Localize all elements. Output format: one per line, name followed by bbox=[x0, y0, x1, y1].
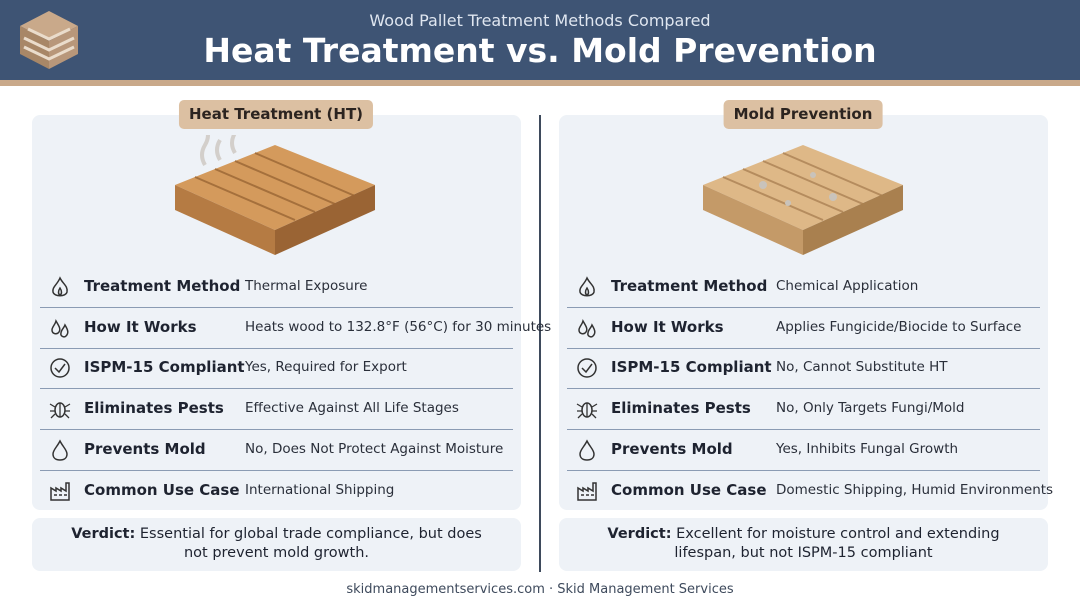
row-value: Yes, Inhibits Fungal Growth bbox=[776, 441, 959, 457]
row-icon bbox=[50, 358, 70, 378]
divider bbox=[539, 115, 541, 572]
row-label: Common Use Case bbox=[611, 481, 767, 499]
header-bar bbox=[0, 0, 1080, 80]
row-label: ISPM-15 Compliant bbox=[84, 358, 245, 376]
row-icon bbox=[579, 276, 595, 297]
row-icon bbox=[49, 402, 71, 419]
row-icon bbox=[51, 319, 69, 338]
pallet-image bbox=[703, 145, 903, 255]
verdict-text: Excellent for moisture control and exten… bbox=[674, 526, 1000, 561]
title: Heat Treatment vs. Mold Prevention bbox=[203, 31, 877, 70]
row-label: Common Use Case bbox=[84, 481, 240, 499]
column-label: Mold Prevention bbox=[723, 100, 883, 129]
verdict: Verdict: Essential for global trade comp… bbox=[32, 518, 521, 571]
row-separator bbox=[567, 348, 1040, 349]
verdict-label: Verdict: bbox=[71, 526, 136, 542]
row-label: Treatment Method bbox=[84, 277, 241, 295]
logo bbox=[20, 11, 78, 69]
row-value: Domestic Shipping, Humid Environments bbox=[776, 482, 1054, 498]
pallet-image bbox=[175, 135, 375, 255]
header-stripe bbox=[0, 80, 1080, 86]
subtitle: Wood Pallet Treatment Methods Compared bbox=[369, 11, 711, 30]
row-icon bbox=[52, 439, 68, 461]
row-value: Heats wood to 132.8°F (56°C) for 30 minu… bbox=[245, 319, 552, 335]
row-separator bbox=[40, 388, 513, 389]
column-label: Heat Treatment (HT) bbox=[178, 100, 374, 129]
row-value: No, Does Not Protect Against Moisture bbox=[245, 441, 504, 457]
row-separator bbox=[567, 307, 1040, 308]
row-value: Effective Against All Life Stages bbox=[245, 400, 459, 416]
row-label: How It Works bbox=[611, 318, 724, 336]
row-label: Prevents Mold bbox=[84, 440, 206, 458]
row-separator bbox=[40, 429, 513, 430]
row-label: Treatment Method bbox=[611, 277, 768, 295]
row-label: ISPM-15 Compliant bbox=[611, 358, 772, 376]
row-icon bbox=[577, 358, 597, 378]
row-icon bbox=[579, 439, 595, 461]
row-label: Prevents Mold bbox=[611, 440, 733, 458]
row-icon bbox=[52, 276, 68, 297]
row-value: Applies Fungicide/Biocide to Surface bbox=[776, 319, 1022, 335]
row-separator bbox=[567, 470, 1040, 471]
row-label: Eliminates Pests bbox=[611, 399, 751, 417]
footer: skidmanagementservices.com · Skid Manage… bbox=[346, 582, 734, 597]
row-icon bbox=[578, 319, 596, 338]
row-icon bbox=[50, 482, 70, 501]
row-separator bbox=[40, 348, 513, 349]
verdict-text: Essential for global trade compliance, b… bbox=[139, 526, 482, 561]
row-value: Yes, Required for Export bbox=[245, 359, 407, 375]
verdict-label: Verdict: bbox=[607, 526, 672, 542]
row-label: Eliminates Pests bbox=[84, 399, 224, 417]
verdict: Verdict: Excellent for moisture control … bbox=[559, 518, 1048, 571]
row-value: Thermal Exposure bbox=[245, 278, 368, 294]
row-icon bbox=[577, 482, 597, 501]
row-separator bbox=[567, 429, 1040, 430]
row-value: International Shipping bbox=[245, 482, 395, 498]
row-separator bbox=[40, 307, 513, 308]
row-label: How It Works bbox=[84, 318, 197, 336]
row-separator bbox=[567, 388, 1040, 389]
row-value: No, Cannot Substitute HT bbox=[776, 359, 948, 375]
row-value: No, Only Targets Fungi/Mold bbox=[776, 400, 965, 416]
row-icon bbox=[576, 402, 598, 419]
row-value: Chemical Application bbox=[776, 278, 919, 294]
row-separator bbox=[40, 470, 513, 471]
